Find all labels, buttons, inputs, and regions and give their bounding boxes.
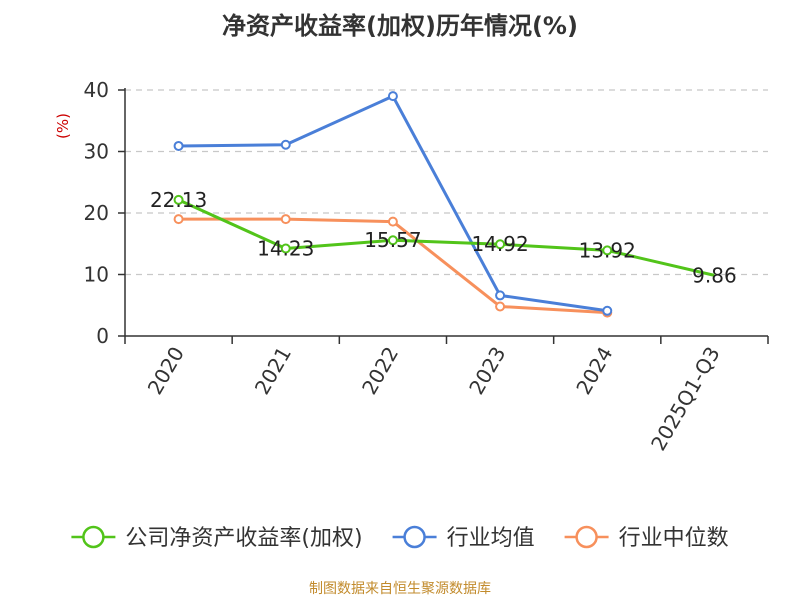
series-0-point [280,243,291,254]
data-label: 14.23 [257,236,314,260]
series-0-point [387,235,398,246]
legend-item-series-1[interactable]: 行业均值 [392,525,535,551]
x-tick-label: 2024 [571,343,617,399]
series-1-point [495,290,506,301]
data-label: 22.13 [150,188,207,212]
y-tick-label: 30 [84,140,109,164]
x-tick-label: 2020 [143,343,189,399]
legend-label: 公司净资产收益率(加权) [125,526,362,551]
series-1-point [280,139,291,150]
y-tick-label: 10 [84,263,109,287]
series-2-point [387,216,398,227]
y-tick-label: 40 [84,78,109,102]
legend-swatch-marker [575,525,598,549]
legend-swatch-marker [403,525,426,549]
series-1-point [173,140,184,151]
x-tick-label: 2023 [464,343,510,399]
series-2-point [495,301,506,312]
y-axis-label: (%) [54,113,72,139]
legend-swatch-marker [82,525,105,549]
series-0-point [173,194,184,205]
series-0-point [495,239,506,250]
series-1-line [178,94,608,313]
y-tick-label: 20 [84,201,109,225]
series-1-point [387,91,398,102]
series-2-point [173,214,184,225]
data-label: 15.57 [364,228,421,252]
legend-label: 行业均值 [447,526,535,551]
data-source-footer: 制图数据来自恒生聚源数据库 [309,581,491,597]
data-label: 9.86 [692,263,737,287]
chart-title: 净资产收益率(加权)历年情况(%) [222,12,578,40]
series-0-point [602,245,613,256]
series-2-point [280,214,291,225]
x-tick-label: 2021 [250,343,296,399]
legend-item-series-0[interactable]: 公司净资产收益率(加权) [71,525,363,551]
series-1-point [602,305,613,316]
series-0-line [177,198,715,277]
legend-item-series-2[interactable]: 行业中位数 [564,525,729,551]
data-label: 13.92 [579,238,636,262]
x-tick-label: 2025Q1-Q3 [646,343,725,455]
legend-label: 行业中位数 [619,526,729,551]
x-tick-label: 2022 [357,343,403,399]
data-label: 14.92 [471,232,528,256]
y-tick-label: 0 [96,324,109,348]
